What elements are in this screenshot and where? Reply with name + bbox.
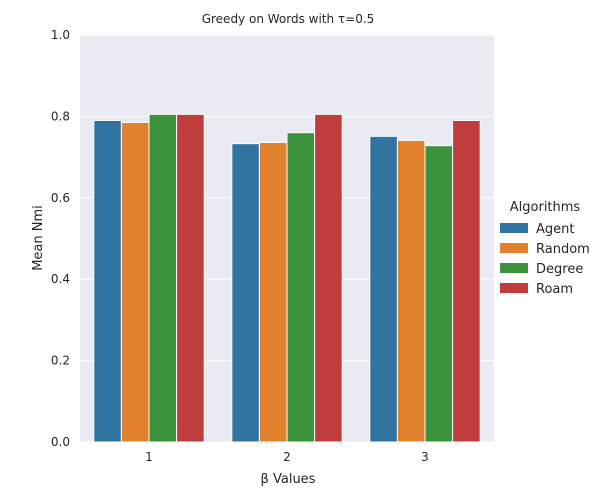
bar-agent-3 [369,135,398,443]
bar-random-2 [258,141,288,443]
legend-swatch-agent [500,223,528,233]
legend-label-degree: Degree [536,262,583,277]
legend-label-random: Random [536,242,590,257]
bar-roam-1 [176,113,205,443]
x-tick-label: 1 [145,450,153,464]
bar-degree-1 [148,113,178,443]
bar-degree-2 [286,132,316,443]
y-axis-label: Mean Nmi [31,205,46,271]
bar-random-1 [120,122,150,443]
bar-agent-2 [231,143,260,443]
legend-label-agent: Agent [536,222,574,237]
bar-roam-2 [314,113,343,443]
x-axis-ticks: 1 2 3 [145,450,429,464]
bar-roam-3 [452,119,481,443]
y-tick-label: 0.6 [51,191,70,205]
legend-label-roam: Roam [536,282,573,297]
y-tick-label: 0.8 [51,109,70,123]
x-tick-label: 2 [283,450,291,464]
x-tick-label: 3 [421,450,429,464]
y-axis-ticks: 0.0 0.2 0.4 0.6 0.8 1.0 [51,28,70,449]
y-tick-label: 0.4 [51,272,70,286]
legend-title: Algorithms [510,200,581,215]
legend-swatch-degree [500,263,528,273]
legend-swatch-random [500,243,528,253]
bar-degree-3 [424,145,454,443]
bar-agent-1 [93,119,122,443]
y-tick-label: 1.0 [51,28,70,42]
legend: Algorithms Agent Random Degree Roam [500,200,590,297]
bars [93,113,481,443]
chart-title: Greedy on Words with τ=0.5 [202,12,375,26]
legend-swatch-roam [500,283,528,293]
y-tick-label: 0.2 [51,354,70,368]
x-axis-label: β Values [261,472,316,487]
y-tick-label: 0.0 [51,435,70,449]
bar-random-3 [396,139,426,443]
